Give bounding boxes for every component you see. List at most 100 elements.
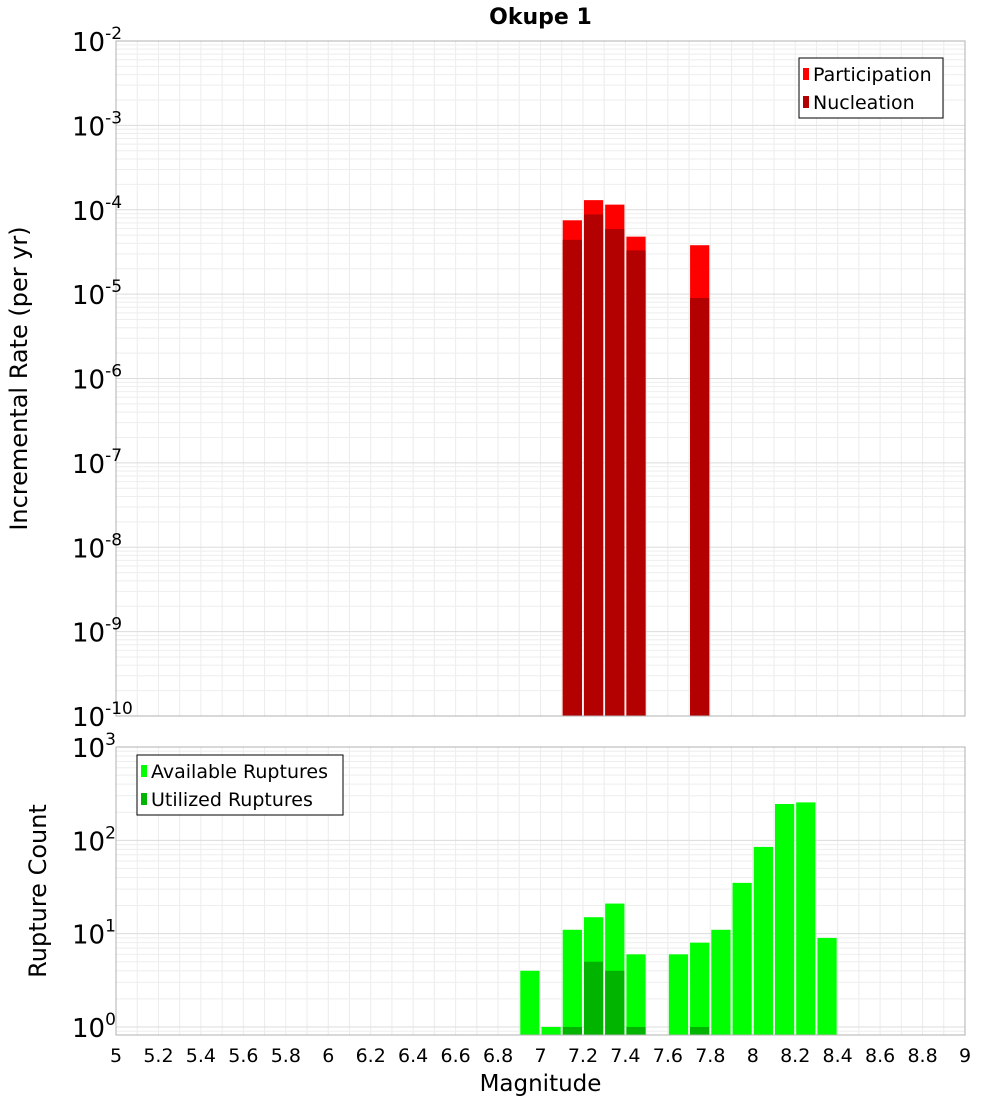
bar xyxy=(774,804,795,1035)
legend-box xyxy=(136,754,344,816)
y-tick-exponent: -3 xyxy=(105,108,122,128)
series-nucleation xyxy=(562,214,710,717)
y-tick-label: 10-10 xyxy=(72,699,133,733)
bar xyxy=(541,1026,561,1035)
plot-frame xyxy=(115,40,966,717)
bar xyxy=(626,250,646,717)
y-tick-base: 10 xyxy=(72,534,105,564)
x-tick-label: 5.2 xyxy=(143,1045,173,1067)
x-tick-label: 5.8 xyxy=(271,1045,301,1067)
x-tick-label: 8.4 xyxy=(823,1045,853,1067)
legend-label: Available Ruptures xyxy=(151,761,328,783)
y-tick-exponent: -10 xyxy=(105,699,133,719)
x-tick-label: 6.6 xyxy=(440,1045,470,1067)
x-tick-label: 7.6 xyxy=(653,1045,683,1067)
y-tick-label: 100 xyxy=(72,1010,116,1044)
y-tick-base: 10 xyxy=(72,619,105,649)
bar xyxy=(690,297,710,716)
y-tick-base: 10 xyxy=(72,734,105,764)
y-tick-exponent: 1 xyxy=(105,917,116,937)
y-tick-label: 10-3 xyxy=(72,108,122,142)
x-tick-label: 8.6 xyxy=(865,1045,895,1067)
x-tick-label: 6.8 xyxy=(483,1045,513,1067)
y-tick-base: 10 xyxy=(72,703,105,733)
y-tick-exponent: -8 xyxy=(105,530,122,550)
series-available-ruptures xyxy=(520,802,837,1035)
y-axis-label: Rupture Count xyxy=(24,804,52,978)
bar xyxy=(562,929,582,1035)
bar xyxy=(796,802,816,1035)
bar xyxy=(520,970,540,1035)
y-tick-exponent: -9 xyxy=(105,615,122,635)
y-tick-label: 10-7 xyxy=(72,446,122,480)
y-tick-exponent: 0 xyxy=(105,1010,116,1030)
legend-swatch xyxy=(803,96,809,108)
panel-1: 10-1010-910-810-710-610-510-410-310-2Inc… xyxy=(5,5,966,733)
y-tick-label: 10-8 xyxy=(72,530,122,564)
bar xyxy=(605,229,625,717)
y-tick-label: 101 xyxy=(72,917,116,951)
y-tick-exponent: -6 xyxy=(105,362,122,382)
y-tick-exponent: -5 xyxy=(105,277,122,297)
y-tick-base: 10 xyxy=(72,28,105,58)
grid xyxy=(115,40,966,717)
y-tick-base: 10 xyxy=(72,366,105,396)
y-tick-exponent: -4 xyxy=(105,193,122,213)
bar xyxy=(690,1026,710,1035)
x-tick-label: 6.4 xyxy=(398,1045,428,1067)
y-tick-label: 10-9 xyxy=(72,615,122,649)
y-tick-base: 10 xyxy=(72,1014,105,1044)
x-tick-label: 8.2 xyxy=(780,1045,810,1067)
x-tick-label: 8.8 xyxy=(907,1045,937,1067)
y-tick-base: 10 xyxy=(72,112,105,142)
bar xyxy=(753,846,773,1035)
y-tick-label: 10-5 xyxy=(72,277,122,311)
y-tick-base: 10 xyxy=(72,921,105,951)
y-tick-label: 10-6 xyxy=(72,362,122,396)
y-tick-label: 10-4 xyxy=(72,193,122,227)
legend-swatch xyxy=(141,793,147,805)
bar xyxy=(690,942,710,1035)
y-tick-base: 10 xyxy=(72,450,105,480)
legend-swatch xyxy=(803,68,809,80)
bar xyxy=(562,239,582,716)
bar xyxy=(817,937,837,1035)
x-tick-label: 5.6 xyxy=(228,1045,258,1067)
legend-label: Participation xyxy=(813,64,932,86)
x-tick-label: 9 xyxy=(959,1045,971,1067)
legend-label: Utilized Ruptures xyxy=(151,789,313,811)
plot-frame xyxy=(115,746,966,1036)
legend-box xyxy=(798,57,944,119)
legend-label: Nucleation xyxy=(813,92,915,114)
x-tick-label: 8 xyxy=(747,1045,759,1067)
bar xyxy=(732,882,752,1035)
x-tick-label: 5 xyxy=(110,1045,122,1067)
y-tick-base: 10 xyxy=(72,281,105,311)
x-tick-label: 5.4 xyxy=(186,1045,216,1067)
x-axis-label: Magnitude xyxy=(480,1071,602,1097)
x-tick-label: 7.2 xyxy=(568,1045,598,1067)
y-tick-exponent: 3 xyxy=(105,730,116,750)
y-tick-exponent: 2 xyxy=(105,823,116,843)
y-tick-exponent: -7 xyxy=(105,446,122,466)
bar xyxy=(711,929,731,1035)
bar xyxy=(562,1026,582,1035)
bar xyxy=(583,214,604,717)
chart-title: Okupe 1 xyxy=(489,5,592,30)
bar xyxy=(583,961,604,1035)
y-tick-label: 103 xyxy=(72,730,116,764)
legend: Available Ruptures Utilized Ruptures xyxy=(136,754,344,816)
x-tick-label: 7 xyxy=(534,1045,546,1067)
bar xyxy=(626,954,646,1035)
x-tick-label: 6.2 xyxy=(356,1045,386,1067)
y-tick-exponent: -2 xyxy=(105,24,122,44)
bar xyxy=(605,970,625,1035)
x-tick-label: 7.4 xyxy=(610,1045,640,1067)
y-tick-base: 10 xyxy=(72,197,105,227)
bar xyxy=(626,1026,646,1035)
y-tick-label: 102 xyxy=(72,823,116,857)
legend: Participation Nucleation xyxy=(798,57,944,119)
y-tick-label: 10-2 xyxy=(72,24,122,58)
series-utilized-ruptures xyxy=(562,961,710,1035)
